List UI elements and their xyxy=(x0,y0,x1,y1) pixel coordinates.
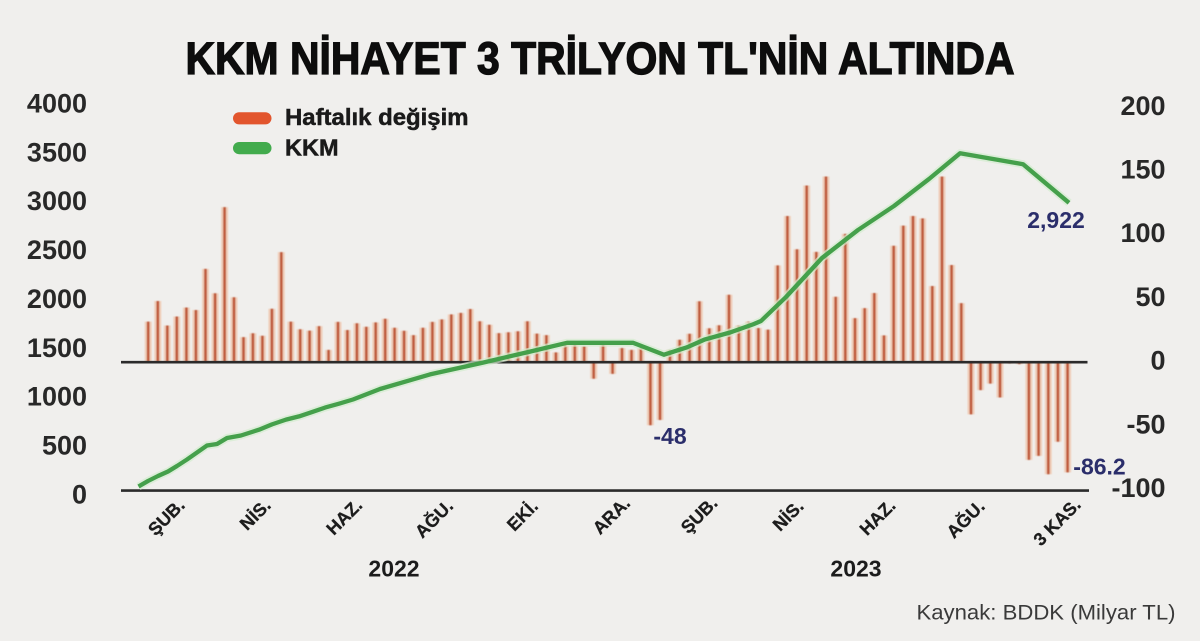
svg-text:-50: -50 xyxy=(1126,409,1165,439)
svg-text:-86.2: -86.2 xyxy=(1073,454,1125,480)
svg-text:KKM: KKM xyxy=(285,135,339,161)
svg-text:0: 0 xyxy=(72,479,87,509)
svg-text:100: 100 xyxy=(1120,218,1165,248)
svg-text:200: 200 xyxy=(1120,91,1165,121)
svg-text:2022: 2022 xyxy=(368,556,419,582)
svg-text:3500: 3500 xyxy=(27,137,87,167)
svg-text:Kaynak: BDDK (Milyar TL): Kaynak: BDDK (Milyar TL) xyxy=(917,601,1176,625)
svg-text:500: 500 xyxy=(42,431,87,461)
svg-text:2500: 2500 xyxy=(27,235,87,265)
svg-text:50: 50 xyxy=(1135,282,1165,312)
svg-text:2,922: 2,922 xyxy=(1027,207,1085,233)
svg-text:2023: 2023 xyxy=(830,556,881,582)
svg-text:2000: 2000 xyxy=(27,284,87,314)
svg-text:3000: 3000 xyxy=(27,186,87,216)
svg-text:KKM NİHAYET 3 TRİLYON TL'NİN A: KKM NİHAYET 3 TRİLYON TL'NİN ALTINDA xyxy=(186,33,1015,84)
svg-text:-48: -48 xyxy=(653,423,686,449)
svg-text:Haftalık değişim: Haftalık değişim xyxy=(285,104,469,130)
svg-text:150: 150 xyxy=(1120,155,1165,185)
svg-text:1000: 1000 xyxy=(27,382,87,412)
svg-text:0: 0 xyxy=(1150,346,1165,376)
svg-text:4000: 4000 xyxy=(27,89,87,119)
svg-text:1500: 1500 xyxy=(27,333,87,363)
svg-text:-100: -100 xyxy=(1111,473,1165,503)
